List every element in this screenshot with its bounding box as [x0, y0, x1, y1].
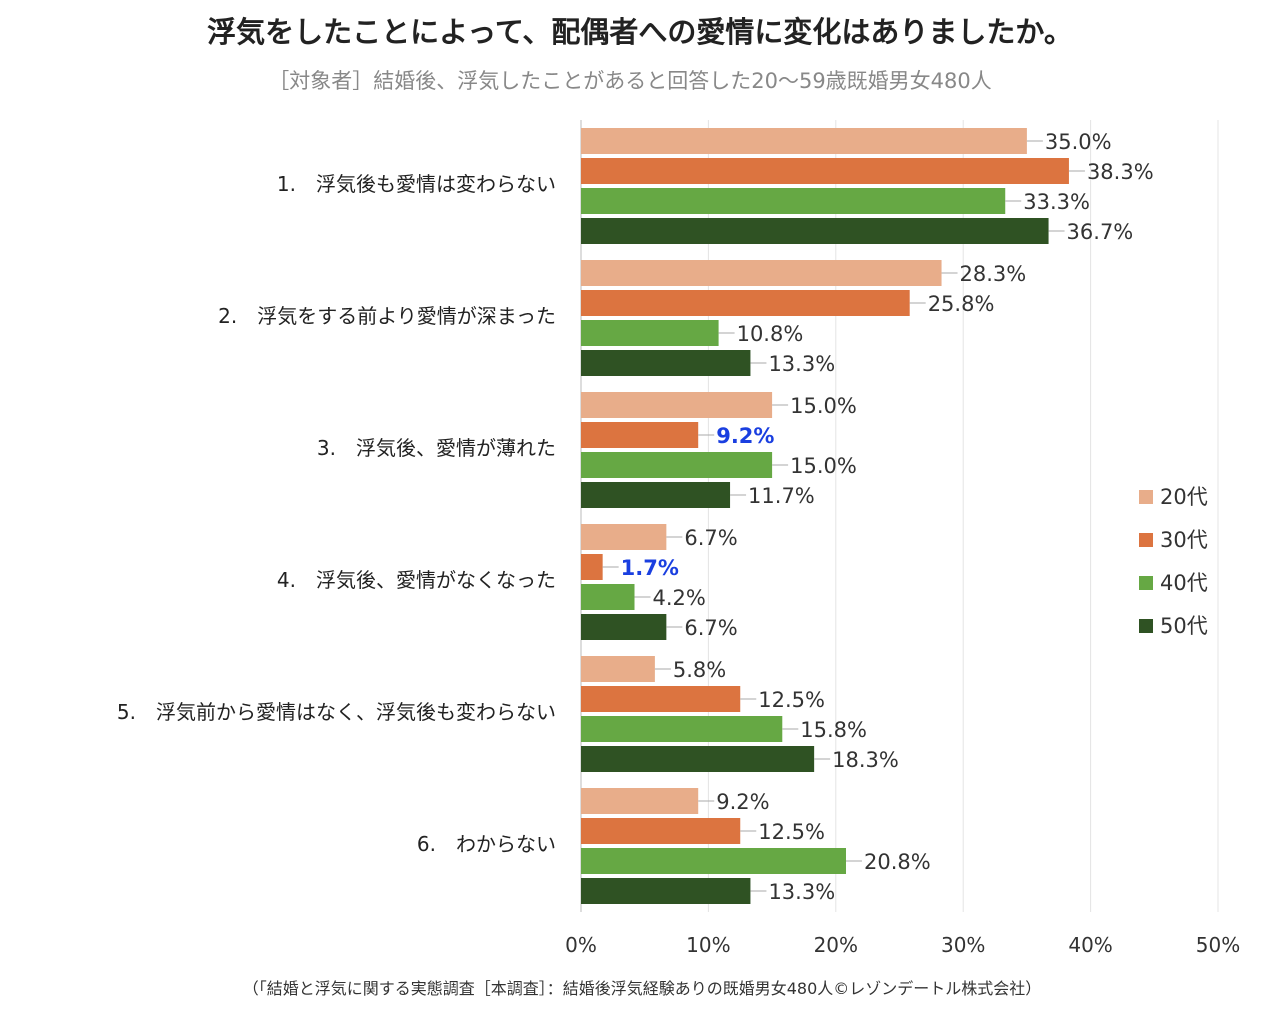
bar [581, 686, 741, 712]
legend-swatch [1139, 490, 1153, 504]
value-label: 38.3% [1087, 160, 1154, 184]
bar [581, 452, 773, 478]
value-label: 15.0% [790, 454, 857, 478]
bar [581, 158, 1069, 184]
bar [581, 482, 731, 508]
bar [581, 422, 699, 448]
bar [581, 788, 699, 814]
x-tick-label: 40% [1068, 933, 1112, 957]
legend-swatch [1139, 533, 1153, 547]
bar [581, 392, 773, 418]
value-label: 15.8% [800, 718, 867, 742]
value-label: 28.3% [960, 262, 1027, 286]
legend-label: 50代 [1160, 614, 1208, 638]
value-label: 12.5% [758, 820, 825, 844]
bar [581, 128, 1027, 154]
x-tick-label: 50% [1196, 933, 1240, 957]
legend-label: 40代 [1160, 571, 1208, 595]
value-label: 4.2% [653, 586, 706, 610]
bar [581, 218, 1049, 244]
x-tick-label: 0% [565, 933, 597, 957]
value-label: 5.8% [673, 658, 726, 682]
bar [581, 188, 1006, 214]
value-label: 18.3% [832, 748, 899, 772]
value-label: 1.7% [621, 556, 679, 580]
value-label: 13.3% [768, 352, 835, 376]
x-tick-label: 20% [814, 933, 858, 957]
chart-footer: （「結婚と浮気に関する実態調査［本調査］：結婚後浮気経験ありの既婚男女480人©… [243, 979, 1042, 998]
x-tick-label: 10% [686, 933, 730, 957]
bar [581, 746, 815, 772]
bar [581, 290, 910, 316]
bar [581, 584, 635, 610]
value-label: 9.2% [716, 790, 769, 814]
value-label: 10.8% [737, 322, 804, 346]
bar [581, 350, 751, 376]
legend-label: 20代 [1160, 485, 1208, 509]
value-label: 33.3% [1023, 190, 1090, 214]
bar [581, 716, 783, 742]
bar [581, 818, 741, 844]
category-label: 6. わからない [417, 832, 556, 856]
value-label: 11.7% [748, 484, 815, 508]
value-label: 20.8% [864, 850, 931, 874]
x-tick-label: 30% [941, 933, 985, 957]
value-label: 25.8% [928, 292, 995, 316]
bar [581, 524, 667, 550]
bar [581, 656, 655, 682]
value-label: 6.7% [684, 616, 737, 640]
bar [581, 848, 846, 874]
bar [581, 260, 942, 286]
value-label: 12.5% [758, 688, 825, 712]
value-label: 13.3% [768, 880, 835, 904]
bar [581, 320, 719, 346]
value-label: 6.7% [684, 526, 737, 550]
legend-swatch [1139, 619, 1153, 633]
category-label: 1. 浮気後も愛情は変わらない [277, 172, 556, 196]
value-label: 35.0% [1045, 130, 1112, 154]
category-label: 2. 浮気をする前より愛情が深まった [218, 304, 556, 328]
bar [581, 554, 603, 580]
bar [581, 614, 667, 640]
value-label: 9.2% [716, 424, 774, 448]
category-label: 3. 浮気後、愛情が薄れた [317, 436, 556, 460]
value-label: 15.0% [790, 394, 857, 418]
value-label: 36.7% [1067, 220, 1134, 244]
category-label: 5. 浮気前から愛情はなく、浮気後も変わらない [117, 700, 556, 724]
bar [581, 878, 751, 904]
chart-title: 浮気をしたことによって、配偶者への愛情に変化はありましたか。 [207, 15, 1073, 49]
legend-swatch [1139, 576, 1153, 590]
chart-subtitle: ［対象者］結婚後、浮気したことがあると回答した20～59歳既婚男女480人 [268, 69, 992, 93]
legend-label: 30代 [1160, 528, 1208, 552]
category-label: 4. 浮気後、愛情がなくなった [277, 568, 556, 592]
